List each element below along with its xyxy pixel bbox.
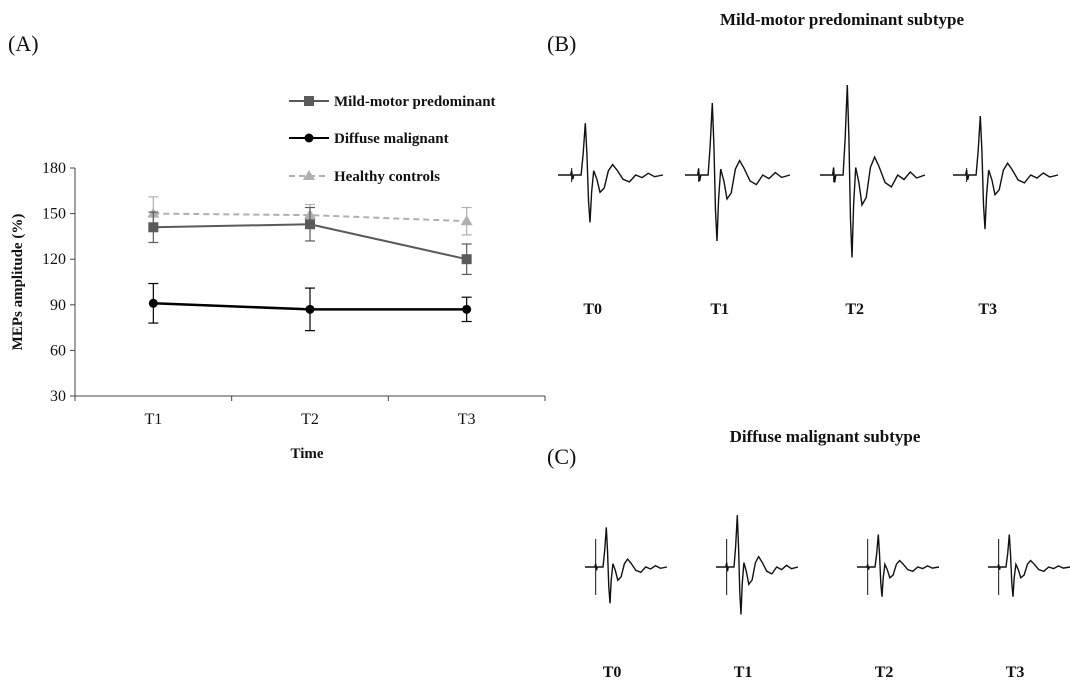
y-tick-label: 120 [42, 251, 66, 268]
trace-waveform [558, 123, 664, 223]
panel-c-traces: Diffuse malignant subtype T0 T1 T2 T3 [585, 427, 1070, 680]
trace-label-t2: T2 [875, 664, 894, 680]
chart-ticks: 30 60 90 120 150 180 T1 T2 T3 [42, 160, 546, 428]
mep-trace-t3 [953, 115, 1059, 230]
chart-axes [74, 168, 545, 397]
legend-label: Mild-motor predominant [334, 94, 496, 110]
legend-label: Healthy controls [334, 169, 440, 185]
panel-b-traces: Mild-motor predominant subtype T0 T1 T2 T3 [558, 10, 1059, 318]
panel-label-b: (B) [547, 31, 576, 56]
legend-label: Diffuse malignant [334, 131, 449, 147]
legend-marker [303, 170, 315, 180]
panel-label-a: (A) [8, 31, 39, 56]
data-point [460, 215, 473, 226]
trace-waveform [857, 534, 940, 597]
chart-legend: Mild-motor predominant Diffuse malignant H… [289, 94, 496, 185]
mep-trace-t0 [558, 123, 664, 223]
trace-label-t1: T1 [734, 664, 753, 680]
data-point [148, 222, 159, 233]
trace-label-t1: T1 [710, 301, 729, 318]
series-diffuse-malignant [148, 282, 472, 332]
mep-trace-t0 [585, 527, 668, 604]
y-tick-label: 90 [50, 297, 66, 314]
y-tick-label: 60 [50, 342, 66, 359]
data-point [148, 298, 158, 308]
series-mild-motor-predominant [148, 206, 472, 275]
trace-label-t3: T3 [978, 301, 997, 318]
trace-waveform [685, 102, 791, 242]
y-tick-label: 150 [42, 206, 66, 223]
trace-label-t3: T3 [1006, 664, 1025, 680]
chart-series [147, 196, 473, 332]
trace-waveform [820, 84, 926, 258]
mep-trace-t1 [685, 102, 791, 242]
mep-trace-t3 [988, 534, 1070, 597]
trace-waveform [988, 534, 1070, 597]
mep-trace-t2 [820, 84, 926, 258]
trace-waveform [953, 115, 1059, 230]
y-tick-label: 180 [42, 160, 66, 177]
data-point [462, 304, 472, 314]
data-point [461, 254, 472, 265]
x-tick-label: T2 [301, 411, 319, 428]
x-tick-label: T1 [144, 411, 162, 428]
data-point [305, 219, 315, 230]
y-axis-title: MEPs amplitude (%) [10, 214, 26, 351]
data-point [305, 304, 315, 314]
x-axis-title: Time [290, 446, 323, 462]
mep-trace-t2 [857, 534, 940, 597]
trace-group-c: T0 T1 T2 T3 [585, 515, 1070, 680]
y-tick-label: 30 [50, 388, 66, 405]
x-tick-label: T3 [458, 411, 476, 428]
trace-label-t0: T0 [603, 664, 622, 680]
trace-waveform [585, 527, 668, 604]
line-chart-meps: 30 60 90 120 150 180 T1 T2 T3 Mild-motor predomi… [10, 94, 546, 462]
trace-label-t2: T2 [845, 301, 864, 318]
panel-c-title: Diffuse malignant subtype [730, 427, 921, 446]
trace-group-b: T0 T1 T2 T3 [558, 84, 1059, 318]
series-line [153, 212, 467, 223]
legend-marker [304, 96, 314, 106]
panel-label-c: (C) [547, 444, 576, 469]
mep-trace-t1 [716, 515, 799, 615]
trace-waveform [716, 515, 799, 615]
trace-label-t0: T0 [583, 301, 602, 318]
legend-marker [304, 133, 314, 143]
panel-b-title: Mild-motor predominant subtype [720, 10, 964, 29]
